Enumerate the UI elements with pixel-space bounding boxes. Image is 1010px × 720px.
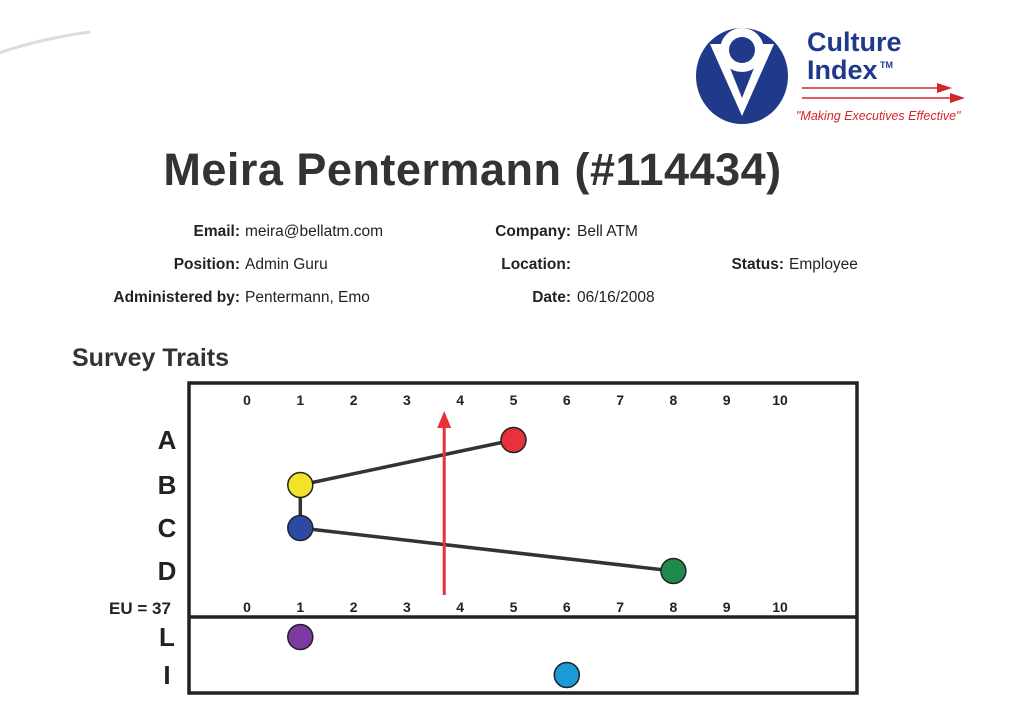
scan-mark — [0, 30, 91, 55]
administered-value: Pentermann, Emo — [245, 289, 370, 306]
company-value: Bell ATM — [577, 223, 638, 240]
top-tick-label-10: 10 — [772, 392, 788, 408]
email-value: meira@bellatm.com — [245, 223, 384, 240]
mid-tick-label-7: 7 — [616, 599, 624, 615]
trait-dot-b — [287, 471, 314, 499]
trait-label-b: B — [158, 470, 177, 500]
trait-dot-i — [553, 661, 581, 689]
chart-frame — [187, 381, 859, 695]
top-tick-label-4: 4 — [456, 392, 464, 408]
top-tick-label-9: 9 — [723, 392, 731, 408]
position-label: Position: — [173, 256, 240, 273]
survey-traits-heading: Survey Traits — [72, 344, 230, 372]
logo-arrows-icon — [802, 83, 965, 103]
mid-tick-label-3: 3 — [403, 599, 411, 615]
mid-tick-label-9: 9 — [723, 599, 731, 615]
report-title: Meira Pentermann (#114434) — [163, 144, 782, 195]
culture-index-logo: Culture Index TM "Making Executives Effe… — [690, 20, 990, 130]
trait-dot-c — [287, 514, 314, 542]
trait-label-d: D — [158, 556, 177, 586]
trait-label-c: C — [158, 513, 177, 543]
top-tick-label-6: 6 — [563, 392, 571, 408]
trait-label-l: L — [159, 622, 175, 652]
email-label: Email: — [193, 223, 240, 240]
logo-word-culture: Culture — [807, 27, 902, 57]
mid-tick-label-1: 1 — [296, 599, 304, 615]
trait-label-a: A — [158, 425, 177, 455]
position-value: Admin Guru — [245, 256, 328, 273]
status-value: Employee — [789, 256, 858, 273]
top-tick-label-2: 2 — [350, 392, 358, 408]
connector-a-b — [299, 438, 514, 487]
trait-label-i: I — [163, 660, 170, 690]
mid-tick-label-2: 2 — [350, 599, 358, 615]
mid-tick-label-5: 5 — [510, 599, 518, 615]
culture-index-logo-mark-icon — [696, 28, 788, 124]
mid-tick-label-6: 6 — [563, 599, 571, 615]
trait-dot-l — [287, 623, 314, 651]
top-tick-label-3: 3 — [403, 392, 411, 408]
administered-label: Administered by: — [113, 289, 240, 306]
top-tick-label-5: 5 — [510, 392, 518, 408]
logo-tagline: "Making Executives Effective" — [796, 109, 961, 123]
location-label: Location: — [501, 256, 571, 273]
date-label: Date: — [532, 289, 571, 306]
trait-dot-d — [660, 557, 687, 585]
logo-trademark: TM — [880, 60, 893, 70]
norm-arrow-head-icon — [437, 411, 452, 428]
company-label: Company: — [495, 223, 571, 240]
eu-label: EU = 37 — [109, 599, 171, 618]
top-tick-label-7: 7 — [616, 392, 624, 408]
mid-tick-label-4: 4 — [456, 599, 464, 615]
top-tick-label-8: 8 — [670, 392, 678, 408]
top-tick-label-0: 0 — [243, 392, 251, 408]
mid-tick-label-10: 10 — [772, 599, 788, 615]
trait-dot-a — [500, 426, 527, 454]
top-tick-label-1: 1 — [296, 392, 304, 408]
connector-c-d — [300, 526, 674, 573]
status-label: Status: — [731, 256, 784, 273]
date-value: 06/16/2008 — [577, 289, 655, 306]
mid-tick-label-0: 0 — [243, 599, 251, 615]
mid-tick-label-8: 8 — [670, 599, 678, 615]
logo-word-index: Index — [807, 55, 878, 85]
